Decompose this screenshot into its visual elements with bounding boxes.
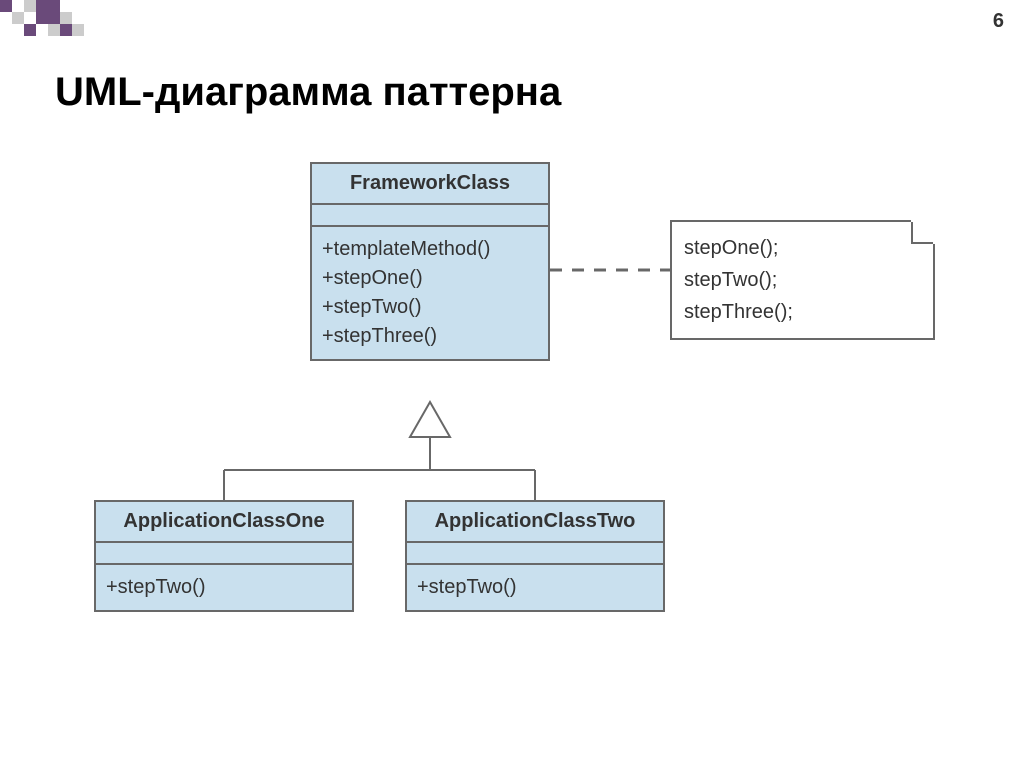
note-line: stepThree(); <box>684 296 921 328</box>
class-methods: +stepTwo() <box>96 565 352 610</box>
slide-title: UML-диаграмма паттерна <box>55 70 561 115</box>
method: +stepOne() <box>322 264 538 293</box>
method: +stepThree() <box>322 322 538 351</box>
uml-class-app-two: ApplicationClassTwo +stepTwo() <box>405 500 665 612</box>
method: +stepTwo() <box>322 293 538 322</box>
method: +stepTwo() <box>106 573 342 602</box>
uml-class-app-one: ApplicationClassOne +stepTwo() <box>94 500 354 612</box>
uml-class-framework: FrameworkClass +templateMethod() +stepOn… <box>310 162 550 361</box>
note-line: stepOne(); <box>684 232 921 264</box>
page-number: 6 <box>993 10 1004 33</box>
class-attributes <box>312 205 548 227</box>
class-attributes <box>407 543 663 565</box>
logo-decoration <box>0 0 90 50</box>
class-name: ApplicationClassOne <box>96 502 352 543</box>
class-attributes <box>96 543 352 565</box>
uml-diagram: FrameworkClass +templateMethod() +stepOn… <box>80 150 960 710</box>
method: +templateMethod() <box>322 235 538 264</box>
class-name: FrameworkClass <box>312 164 548 205</box>
class-methods: +templateMethod() +stepOne() +stepTwo() … <box>312 227 548 359</box>
method: +stepTwo() <box>417 573 653 602</box>
class-methods: +stepTwo() <box>407 565 663 610</box>
class-name: ApplicationClassTwo <box>407 502 663 543</box>
note-line: stepTwo(); <box>684 264 921 296</box>
uml-note: stepOne(); stepTwo(); stepThree(); <box>670 220 935 340</box>
